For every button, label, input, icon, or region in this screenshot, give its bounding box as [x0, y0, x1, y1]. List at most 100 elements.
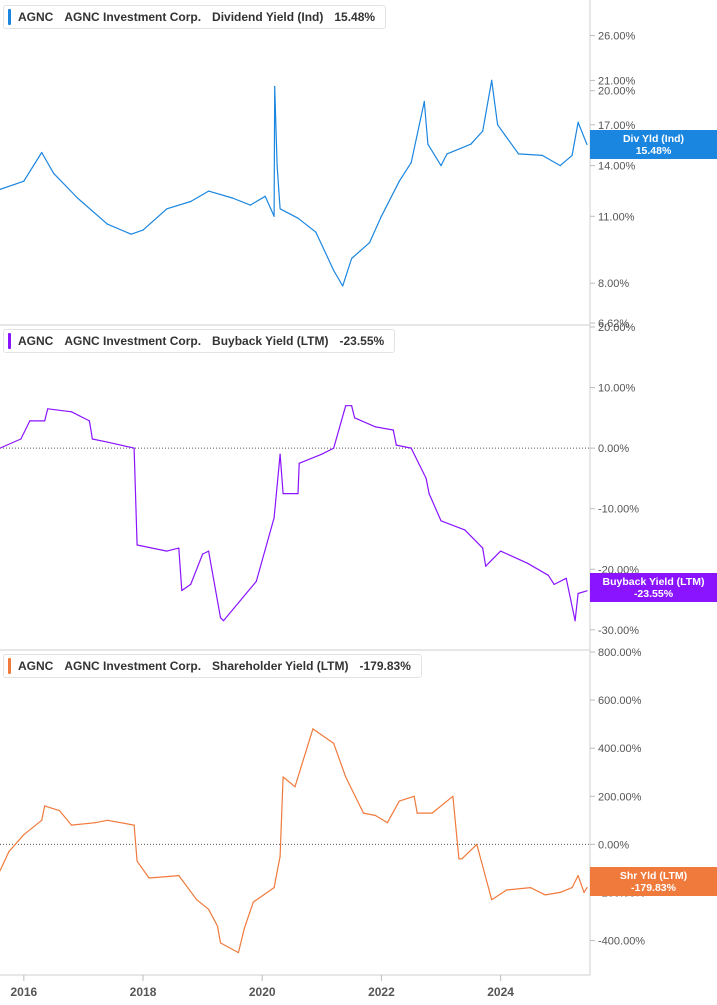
y-tick-label: 8.00%: [598, 278, 629, 290]
data-point: [315, 231, 317, 233]
legend-dividend-yield: AGNC AGNC Investment Corp. Dividend Yiel…: [3, 5, 387, 29]
data-point: [345, 776, 347, 778]
data-point: [446, 153, 448, 155]
data-point: [374, 426, 377, 428]
value-tag-name: Div Yld (Ind): [622, 132, 685, 145]
data-point: [517, 153, 520, 155]
data-point: [500, 550, 502, 552]
data-point: [395, 444, 397, 446]
legend-metric: Buyback Yield (LTM): [212, 334, 329, 348]
legend-ticker: AGNC: [18, 334, 54, 348]
data-point: [374, 814, 377, 817]
data-point: [577, 875, 579, 877]
data-point: [398, 800, 400, 802]
data-point: [298, 462, 300, 464]
data-point: [88, 420, 90, 422]
data-point: [368, 242, 371, 244]
y-tick-label: 0.00%: [598, 443, 629, 455]
series-line: [0, 405, 588, 622]
data-point: [345, 405, 347, 407]
data-point: [541, 154, 543, 156]
data-point: [559, 891, 561, 894]
data-point: [208, 550, 210, 552]
data-point: [0, 447, 1, 449]
data-point: [294, 786, 296, 788]
y-tick-label: 26.00%: [598, 31, 636, 43]
data-point: [279, 855, 281, 858]
legend-value: 15.48%: [334, 10, 376, 24]
y-tick-label: -30.00%: [598, 625, 639, 637]
data-point: [354, 417, 356, 419]
data-point: [413, 795, 415, 797]
legend-value: -23.55%: [339, 334, 385, 348]
data-point: [476, 843, 478, 846]
legend-metric: Shareholder Yield (LTM): [212, 659, 349, 673]
data-point: [452, 795, 454, 797]
data-point: [47, 408, 49, 410]
data-point: [586, 143, 588, 146]
data-point: [497, 124, 499, 126]
data-point: [362, 812, 365, 814]
data-point: [416, 812, 418, 814]
data-point: [571, 154, 573, 156]
data-point: [178, 547, 180, 549]
data-point: [133, 447, 135, 449]
data-point: [398, 180, 400, 182]
data-point: [76, 197, 79, 199]
data-point: [190, 200, 192, 203]
data-point: [106, 441, 108, 443]
value-tag-dividend-yield: Div Yld (Ind) 15.48%: [590, 130, 717, 159]
value-tag-value: 15.48%: [635, 144, 672, 157]
data-point: [252, 901, 254, 903]
data-point: [586, 887, 588, 889]
data-point: [297, 217, 299, 219]
legend-company: AGNC Investment Corp.: [64, 334, 202, 348]
data-point: [321, 453, 323, 455]
data-point: [106, 819, 108, 821]
data-point: [0, 870, 1, 872]
y-tick-label: 21.00%: [598, 75, 636, 87]
y-tick-label: 14.00%: [598, 161, 636, 173]
y-tick-label: 0.00%: [598, 839, 629, 851]
data-point: [547, 574, 549, 576]
value-tag-value: -23.55%: [633, 587, 674, 600]
y-tick-label: 600.00%: [598, 695, 642, 707]
y-tick-label: 800.00%: [598, 647, 642, 659]
data-point: [202, 553, 204, 555]
data-point: [485, 565, 487, 567]
y-tick-label: -400.00%: [598, 936, 645, 948]
data-point: [208, 190, 210, 192]
data-point: [574, 620, 576, 622]
legend-metric: Dividend Yield (Ind): [212, 10, 324, 24]
data-point: [386, 822, 388, 824]
series-color-swatch: [8, 658, 11, 674]
data-point: [23, 834, 25, 836]
y-tick-label: 20.00%: [598, 86, 636, 98]
x-tick-label: 2022: [368, 985, 395, 999]
data-point: [583, 891, 585, 894]
data-point: [297, 493, 299, 495]
y-tick-label: 200.00%: [598, 791, 642, 803]
data-point: [166, 550, 168, 552]
data-point: [279, 208, 281, 210]
data-point: [91, 438, 93, 440]
x-tick-label: 2020: [249, 985, 276, 999]
legend-company: AGNC Investment Corp.: [64, 659, 202, 673]
data-point: [586, 590, 588, 592]
legend-company: AGNC Investment Corp.: [64, 10, 202, 24]
data-point: [276, 165, 278, 167]
data-point: [482, 547, 484, 549]
data-point: [178, 875, 180, 877]
data-point: [249, 204, 251, 206]
data-point: [491, 79, 493, 81]
data-point: [470, 143, 472, 145]
data-point: [410, 162, 412, 164]
data-point: [577, 121, 579, 123]
x-tick-label: 2016: [10, 985, 37, 999]
data-point: [8, 851, 10, 853]
series-line: [0, 728, 588, 954]
data-point: [482, 130, 484, 132]
data-point: [506, 889, 508, 891]
data-point: [53, 172, 55, 174]
